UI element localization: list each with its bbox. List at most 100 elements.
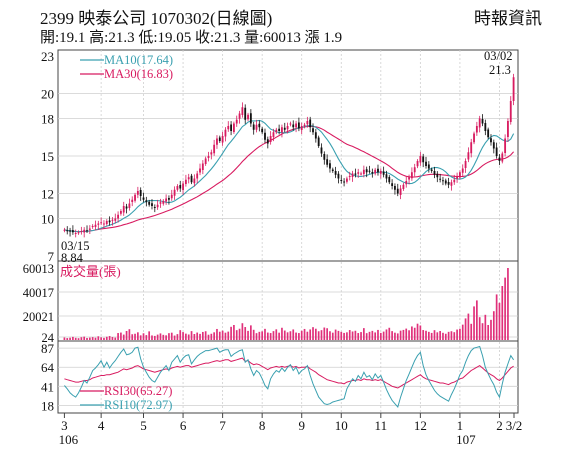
candle-body: [402, 184, 405, 189]
candle-body: [74, 233, 77, 234]
volume-bar: [340, 331, 343, 340]
rsi-legend: RSI30(65.27) RSI10(72.97): [80, 384, 172, 412]
ma10-line-group: [64, 119, 515, 233]
volume-bar: [74, 337, 77, 340]
volume-bar: [312, 327, 314, 340]
candle-body: [394, 186, 396, 190]
volume-bar: [193, 334, 196, 340]
volume-bar: [238, 328, 241, 340]
candle-body: [241, 107, 244, 115]
volume-bar: [368, 331, 371, 340]
candle-body: [224, 129, 227, 137]
candle-body: [509, 101, 512, 122]
candle-body: [467, 152, 470, 160]
volume-bar: [394, 332, 396, 340]
candle-body: [153, 207, 156, 208]
candle-body: [66, 230, 69, 232]
volume-bar: [442, 332, 444, 340]
candle-body: [391, 183, 394, 186]
volume-bar: [137, 332, 139, 340]
candle-body: [122, 206, 125, 213]
volume-tick-label: 60013: [23, 262, 54, 276]
candle-body: [458, 172, 461, 178]
volume-bar: [159, 333, 162, 340]
candle-body: [475, 126, 478, 133]
candle-body: [309, 119, 312, 128]
volume-bar: [351, 331, 354, 340]
candle-body: [83, 229, 86, 233]
x-tick-label: 6: [180, 418, 187, 433]
volume-bar: [346, 332, 348, 340]
x-tick-label: 10: [335, 418, 348, 433]
candle-body: [317, 137, 320, 146]
volume-bar: [233, 325, 235, 340]
volume-bar: [179, 330, 182, 340]
volume-bar: [210, 333, 213, 340]
volume-bar: [422, 330, 425, 340]
candle-body: [416, 161, 419, 167]
x-tick-label: 4: [98, 418, 105, 433]
volume-bar: [139, 335, 142, 340]
volume-bar: [300, 330, 303, 340]
candle-body: [450, 182, 453, 186]
candle-body: [425, 161, 427, 166]
volume-bar: [148, 331, 151, 340]
rsi-tick-label: 41: [41, 379, 54, 394]
candle-body: [501, 153, 504, 162]
volume-axis: 60013 40017 20021 24: [23, 262, 55, 345]
candle-body: [478, 118, 481, 128]
candle-body: [464, 161, 467, 168]
candle-body: [173, 189, 176, 196]
candle-body: [134, 194, 136, 201]
volume-bar: [120, 332, 122, 340]
volume-bar: [221, 330, 224, 340]
volume-bar: [363, 328, 365, 340]
x-tick-label: 1: [457, 418, 464, 433]
volume-bar: [264, 328, 266, 340]
candle-body: [453, 179, 456, 183]
candle-body: [433, 171, 436, 175]
candle-body: [238, 113, 241, 119]
volume-bar: [216, 328, 218, 340]
volume-bar: [320, 330, 323, 340]
volume-bar: [416, 323, 419, 340]
price-tick-label: 7: [48, 249, 55, 264]
candle-body: [80, 231, 83, 232]
volume-bar: [309, 329, 312, 340]
volume-bar: [83, 336, 86, 340]
volume-bar: [405, 328, 408, 340]
volume-bar: [399, 330, 402, 340]
source-label: 時報資訊: [474, 9, 542, 28]
candle-body: [444, 180, 447, 184]
volume-bar: [63, 337, 66, 340]
volume-bar: [473, 306, 475, 340]
candle-body: [419, 156, 422, 163]
price-axis: 23 20 18 15 12 10 7: [41, 49, 55, 264]
candle-body: [371, 172, 374, 174]
candle-body: [91, 226, 94, 227]
candle-body: [261, 128, 264, 133]
volume-bar: [408, 330, 410, 340]
candle-body: [255, 124, 258, 130]
volume-bar: [134, 333, 136, 340]
volume-bar: [204, 331, 207, 340]
candle-body: [388, 177, 391, 183]
volume-bar: [504, 277, 506, 340]
candle-body: [128, 203, 131, 208]
candle-body: [289, 123, 292, 125]
candle-body: [190, 175, 193, 183]
candle-body: [320, 147, 323, 154]
volume-bar: [292, 329, 295, 340]
candle-body: [86, 230, 88, 232]
candle-body: [286, 126, 289, 130]
candle-body: [408, 177, 410, 180]
candle-body: [331, 169, 334, 171]
volume-bar: [329, 331, 331, 340]
volume-bar: [218, 331, 221, 340]
volume-bar: [266, 332, 269, 340]
rsi30-legend: RSI30(65.27): [104, 384, 172, 398]
price-tick-label: 10: [41, 212, 54, 227]
candle-body: [473, 133, 475, 143]
candle-body: [97, 223, 100, 225]
